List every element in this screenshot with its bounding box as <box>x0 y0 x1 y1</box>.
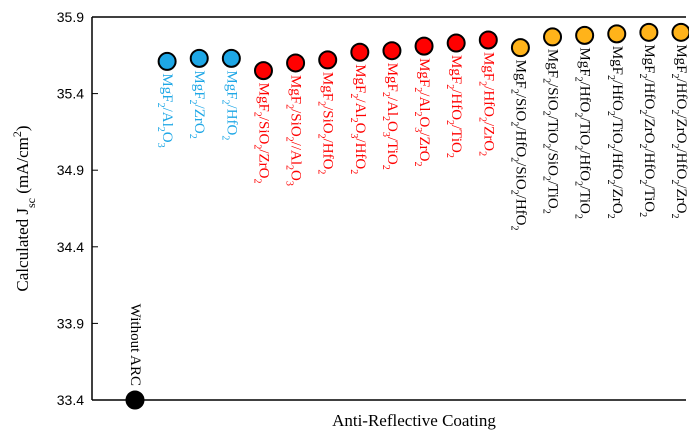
data-point <box>125 390 145 410</box>
point-label: MgF2/ZrO2 <box>187 70 206 138</box>
data-point <box>446 33 466 53</box>
point-label: MgF2/HfO2/ZrO2/HfO2/TiO2 <box>637 44 656 217</box>
y-tick-label: 34.4 <box>57 239 84 255</box>
point-label: MgF2/HfO2/TiO2 <box>444 55 463 158</box>
data-point <box>543 27 563 47</box>
point-label: MgF2/HfO2/ZrO2 <box>476 52 495 156</box>
data-point <box>286 53 306 73</box>
point-label: MgF2/Al2O3/ZrO2 <box>412 58 431 166</box>
point-label: MgF2/SiO2//Al2O3 <box>284 75 303 186</box>
data-point <box>189 48 209 68</box>
point-label: MgF2/HfO2/ZrO2/HfO2/ZrO2 <box>669 44 688 218</box>
point-label: MgF2/SiO2/HfO2 <box>316 72 335 175</box>
point-label: MgF2/Al2O3 <box>155 73 174 147</box>
y-tick-label: 33.9 <box>57 315 84 331</box>
data-point <box>414 36 434 56</box>
data-point <box>639 22 659 42</box>
data-point <box>253 61 273 81</box>
point-label: MgF2/SiO2/ZrO2 <box>252 83 271 184</box>
axes: 33.4 33.9 34.4 34.9 35.4 35.9 <box>57 9 686 408</box>
data-point <box>478 30 498 50</box>
point-label: MgF2/SiO2/HfO2/SiO2/HfO2 <box>509 60 528 231</box>
x-axis-title: Anti-Reflective Coating <box>332 411 496 430</box>
point-label: MgF2/Al2O3/HfO2 <box>348 64 367 174</box>
chart-marks <box>125 22 689 410</box>
point-label: MgF2/HfO2/TiO2/HfO2/ZrO2 <box>605 46 624 219</box>
point-label: MgF2/Al2O3/TiO2 <box>380 63 399 170</box>
data-point <box>221 48 241 68</box>
point-label: Without ARC <box>127 304 143 386</box>
data-point <box>575 25 595 45</box>
y-tick-label: 35.9 <box>57 9 84 25</box>
y-tick-label: 34.9 <box>57 162 84 178</box>
data-point <box>157 51 177 71</box>
point-labels: Without ARC MgF2/Al2O3 MgF2/ZrO2 MgF2/HfO2 M… <box>127 44 689 386</box>
point-label: MgF2/HfO2 <box>220 70 239 140</box>
data-point <box>350 42 370 62</box>
point-label: MgF2/HfO2/TiO2/HfO2/TiO2 <box>573 47 592 218</box>
y-axis-title: Calculated Jsc (mA/cm2) <box>10 125 38 291</box>
point-label: MgF2/SiO2/TiO2/SiO2/TiO2 <box>541 49 560 214</box>
data-point <box>382 41 402 61</box>
data-point <box>671 22 689 42</box>
data-point <box>318 50 338 70</box>
data-point <box>510 38 530 58</box>
y-tick-label: 35.4 <box>57 86 84 102</box>
data-point <box>607 24 627 44</box>
y-tick-label: 33.4 <box>57 392 84 408</box>
